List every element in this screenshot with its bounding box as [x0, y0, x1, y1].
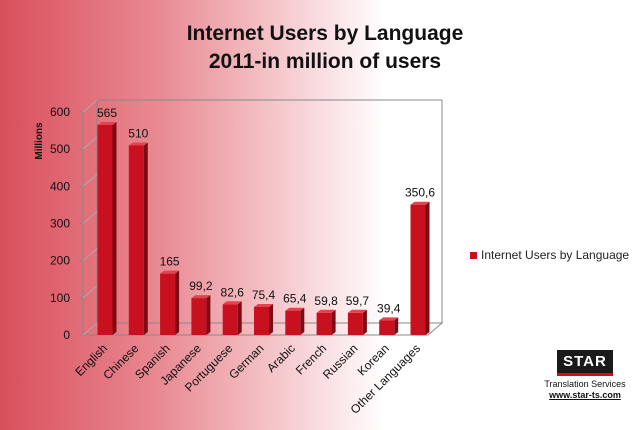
bar-top — [379, 317, 399, 321]
data-label: 510 — [128, 126, 148, 140]
bar-top — [191, 295, 211, 299]
y-tick-label: 0 — [63, 328, 70, 342]
data-label: 99,2 — [189, 279, 213, 293]
data-label: 75,4 — [252, 288, 276, 302]
chart-title: Internet Users by Language — [186, 22, 464, 45]
y-tick-label: 300 — [50, 217, 70, 231]
bar-side — [362, 309, 367, 335]
bar — [222, 304, 238, 335]
y-axis-label: Millions — [34, 122, 45, 160]
bar-top — [128, 142, 148, 146]
bar-side — [425, 201, 430, 335]
bar-top — [160, 270, 180, 274]
data-label: 165 — [160, 255, 180, 269]
data-label: 82,6 — [221, 285, 245, 299]
bar-side — [394, 317, 399, 335]
bar — [254, 306, 269, 335]
bar-side — [269, 303, 273, 335]
y-tick-label: 400 — [50, 179, 70, 193]
bar-top — [285, 307, 305, 311]
logo-mark: STAR — [557, 350, 613, 376]
bar-top — [347, 309, 367, 313]
bar-side — [175, 270, 180, 335]
star-logo: STAR Translation Services www.star-ts.co… — [540, 350, 630, 400]
bar-side — [237, 301, 242, 335]
y-tick-depth — [82, 285, 98, 299]
data-label: 59,8 — [314, 294, 338, 308]
y-tick-label: 500 — [50, 142, 70, 156]
bar-top — [222, 301, 242, 305]
data-label: 39,4 — [377, 301, 401, 315]
y-tick-depth — [82, 173, 98, 187]
bar-side — [206, 295, 211, 335]
data-label: 350,6 — [405, 186, 435, 200]
x-tick-label: Russian — [320, 341, 361, 382]
bar-top — [254, 303, 273, 307]
bar-top — [316, 309, 336, 313]
legend-swatch — [470, 251, 477, 259]
y-tick-depth — [82, 136, 98, 150]
x-tick-label: German — [226, 341, 267, 382]
data-label: 59,7 — [346, 294, 370, 308]
bar — [379, 320, 395, 335]
y-tick-label: 600 — [50, 105, 70, 119]
y-tick-label: 100 — [50, 291, 70, 305]
bar — [97, 125, 113, 335]
bar — [316, 312, 332, 335]
logo-url-link[interactable]: www.star-ts.com — [549, 390, 621, 400]
chart-legend: Internet Users by Language — [470, 248, 629, 262]
bar — [347, 312, 363, 335]
y-tick-depth — [82, 322, 98, 336]
bar-top — [410, 201, 430, 205]
bar — [160, 273, 176, 335]
bar — [285, 310, 301, 335]
bar — [410, 204, 426, 335]
y-tick-depth — [82, 99, 98, 113]
y-tick-depth — [82, 211, 98, 224]
bar-top — [97, 122, 117, 126]
bar-side — [331, 309, 336, 335]
data-label: 65,4 — [283, 292, 307, 306]
legend-label: Internet Users by Language — [481, 248, 630, 262]
y-tick-label: 200 — [50, 254, 70, 268]
bar-side — [143, 142, 148, 335]
bar — [128, 145, 144, 335]
bar — [191, 298, 207, 335]
data-label: 565 — [97, 106, 117, 120]
y-tick-depth — [82, 248, 98, 262]
bar-side — [300, 307, 305, 335]
logo-subtitle: Translation Services — [544, 379, 626, 389]
chart-subtitle: 2011-in million of users — [208, 50, 442, 73]
x-tick-label: Arabic — [264, 341, 298, 375]
bar-side — [112, 122, 117, 335]
